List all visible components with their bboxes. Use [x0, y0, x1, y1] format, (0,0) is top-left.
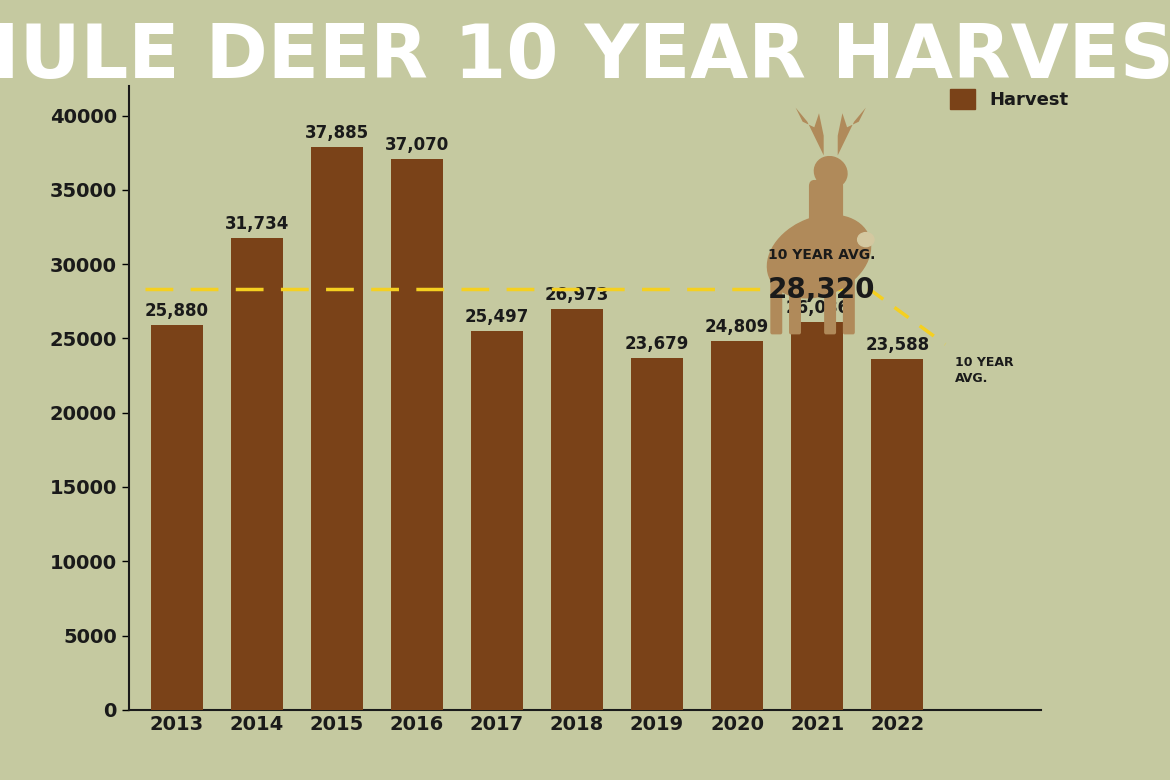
FancyBboxPatch shape — [810, 181, 842, 234]
Bar — [230, 239, 283, 710]
Ellipse shape — [858, 232, 874, 246]
Text: 24,809: 24,809 — [706, 318, 769, 336]
Text: 10 YEAR AVG.: 10 YEAR AVG. — [768, 248, 875, 262]
Text: 10 YEAR
AVG.: 10 YEAR AVG. — [955, 356, 1013, 385]
Text: 25,880: 25,880 — [145, 302, 208, 320]
Text: 26,086: 26,086 — [785, 299, 849, 317]
Bar — [151, 325, 202, 710]
Bar — [791, 322, 844, 710]
Ellipse shape — [814, 157, 847, 188]
FancyBboxPatch shape — [771, 275, 782, 334]
Bar — [872, 360, 923, 710]
Text: 31,734: 31,734 — [225, 215, 289, 233]
Polygon shape — [838, 108, 866, 155]
Bar — [711, 341, 763, 710]
Legend: Harvest: Harvest — [950, 89, 1068, 109]
Text: 28,320: 28,320 — [768, 276, 875, 304]
Text: 25,497: 25,497 — [464, 308, 529, 326]
Bar — [551, 309, 603, 710]
Ellipse shape — [768, 215, 870, 298]
Bar — [470, 331, 523, 710]
Text: MULE DEER 10 YEAR HARVEST: MULE DEER 10 YEAR HARVEST — [0, 21, 1170, 94]
Text: 26,973: 26,973 — [545, 285, 610, 304]
Polygon shape — [796, 108, 824, 155]
Text: 37,070: 37,070 — [385, 136, 449, 154]
Text: 37,885: 37,885 — [304, 124, 369, 142]
Bar — [631, 358, 683, 710]
Text: 23,588: 23,588 — [865, 336, 929, 354]
Bar — [311, 147, 363, 710]
FancyBboxPatch shape — [825, 275, 835, 334]
Text: 23,679: 23,679 — [625, 335, 689, 353]
FancyBboxPatch shape — [844, 275, 854, 334]
Bar — [391, 159, 443, 710]
FancyBboxPatch shape — [790, 275, 800, 334]
